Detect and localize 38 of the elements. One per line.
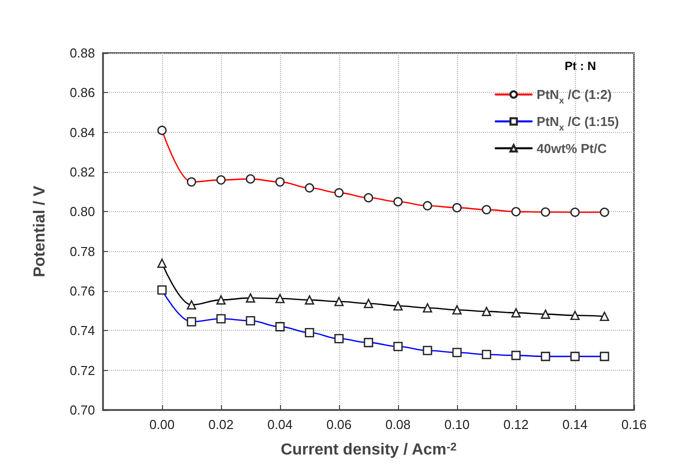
point <box>540 310 550 319</box>
x-tick-label: 0.06 <box>326 417 352 432</box>
x-tick-label: 0.12 <box>503 417 529 432</box>
point <box>246 293 256 303</box>
y-tick-label: 0.84 <box>70 124 95 140</box>
point <box>304 295 314 305</box>
point <box>570 310 580 320</box>
point <box>422 303 432 313</box>
x-tick-label: 0.04 <box>267 417 293 432</box>
point <box>393 301 403 311</box>
y-tick-label: 0.88 <box>70 46 95 60</box>
point <box>186 300 196 310</box>
point <box>334 296 344 306</box>
legend-label: 40wt% Pt/C <box>536 140 608 156</box>
x-tick-label: 0.08 <box>385 417 411 432</box>
point <box>364 298 374 308</box>
x-tick-label: 0.00 <box>149 417 175 432</box>
x-tick-label: 0.16 <box>621 417 647 432</box>
y-tick-label: 0.70 <box>70 402 95 418</box>
y-tick-label: 0.82 <box>70 164 95 180</box>
y-tick-label: 0.72 <box>70 362 95 378</box>
x-tick-label: 0.02 <box>208 417 234 432</box>
y-tick-label: 0.80 <box>70 204 95 220</box>
y-tick-label: 0.74 <box>70 323 95 338</box>
y-tick-label: 0.86 <box>70 85 95 100</box>
point <box>157 258 167 268</box>
x-tick-label: 0.10 <box>444 417 470 432</box>
point <box>216 295 226 305</box>
point <box>275 294 285 304</box>
y-tick-label: 0.78 <box>70 244 95 259</box>
y-axis-title: Potential / V <box>32 185 48 278</box>
point <box>511 308 521 318</box>
legend-title: Pt : N <box>564 59 596 73</box>
x-tick-label: 0.14 <box>562 417 588 432</box>
point <box>600 312 610 322</box>
y-tick-label: 0.76 <box>70 284 95 298</box>
point <box>482 306 492 316</box>
point <box>452 305 462 314</box>
